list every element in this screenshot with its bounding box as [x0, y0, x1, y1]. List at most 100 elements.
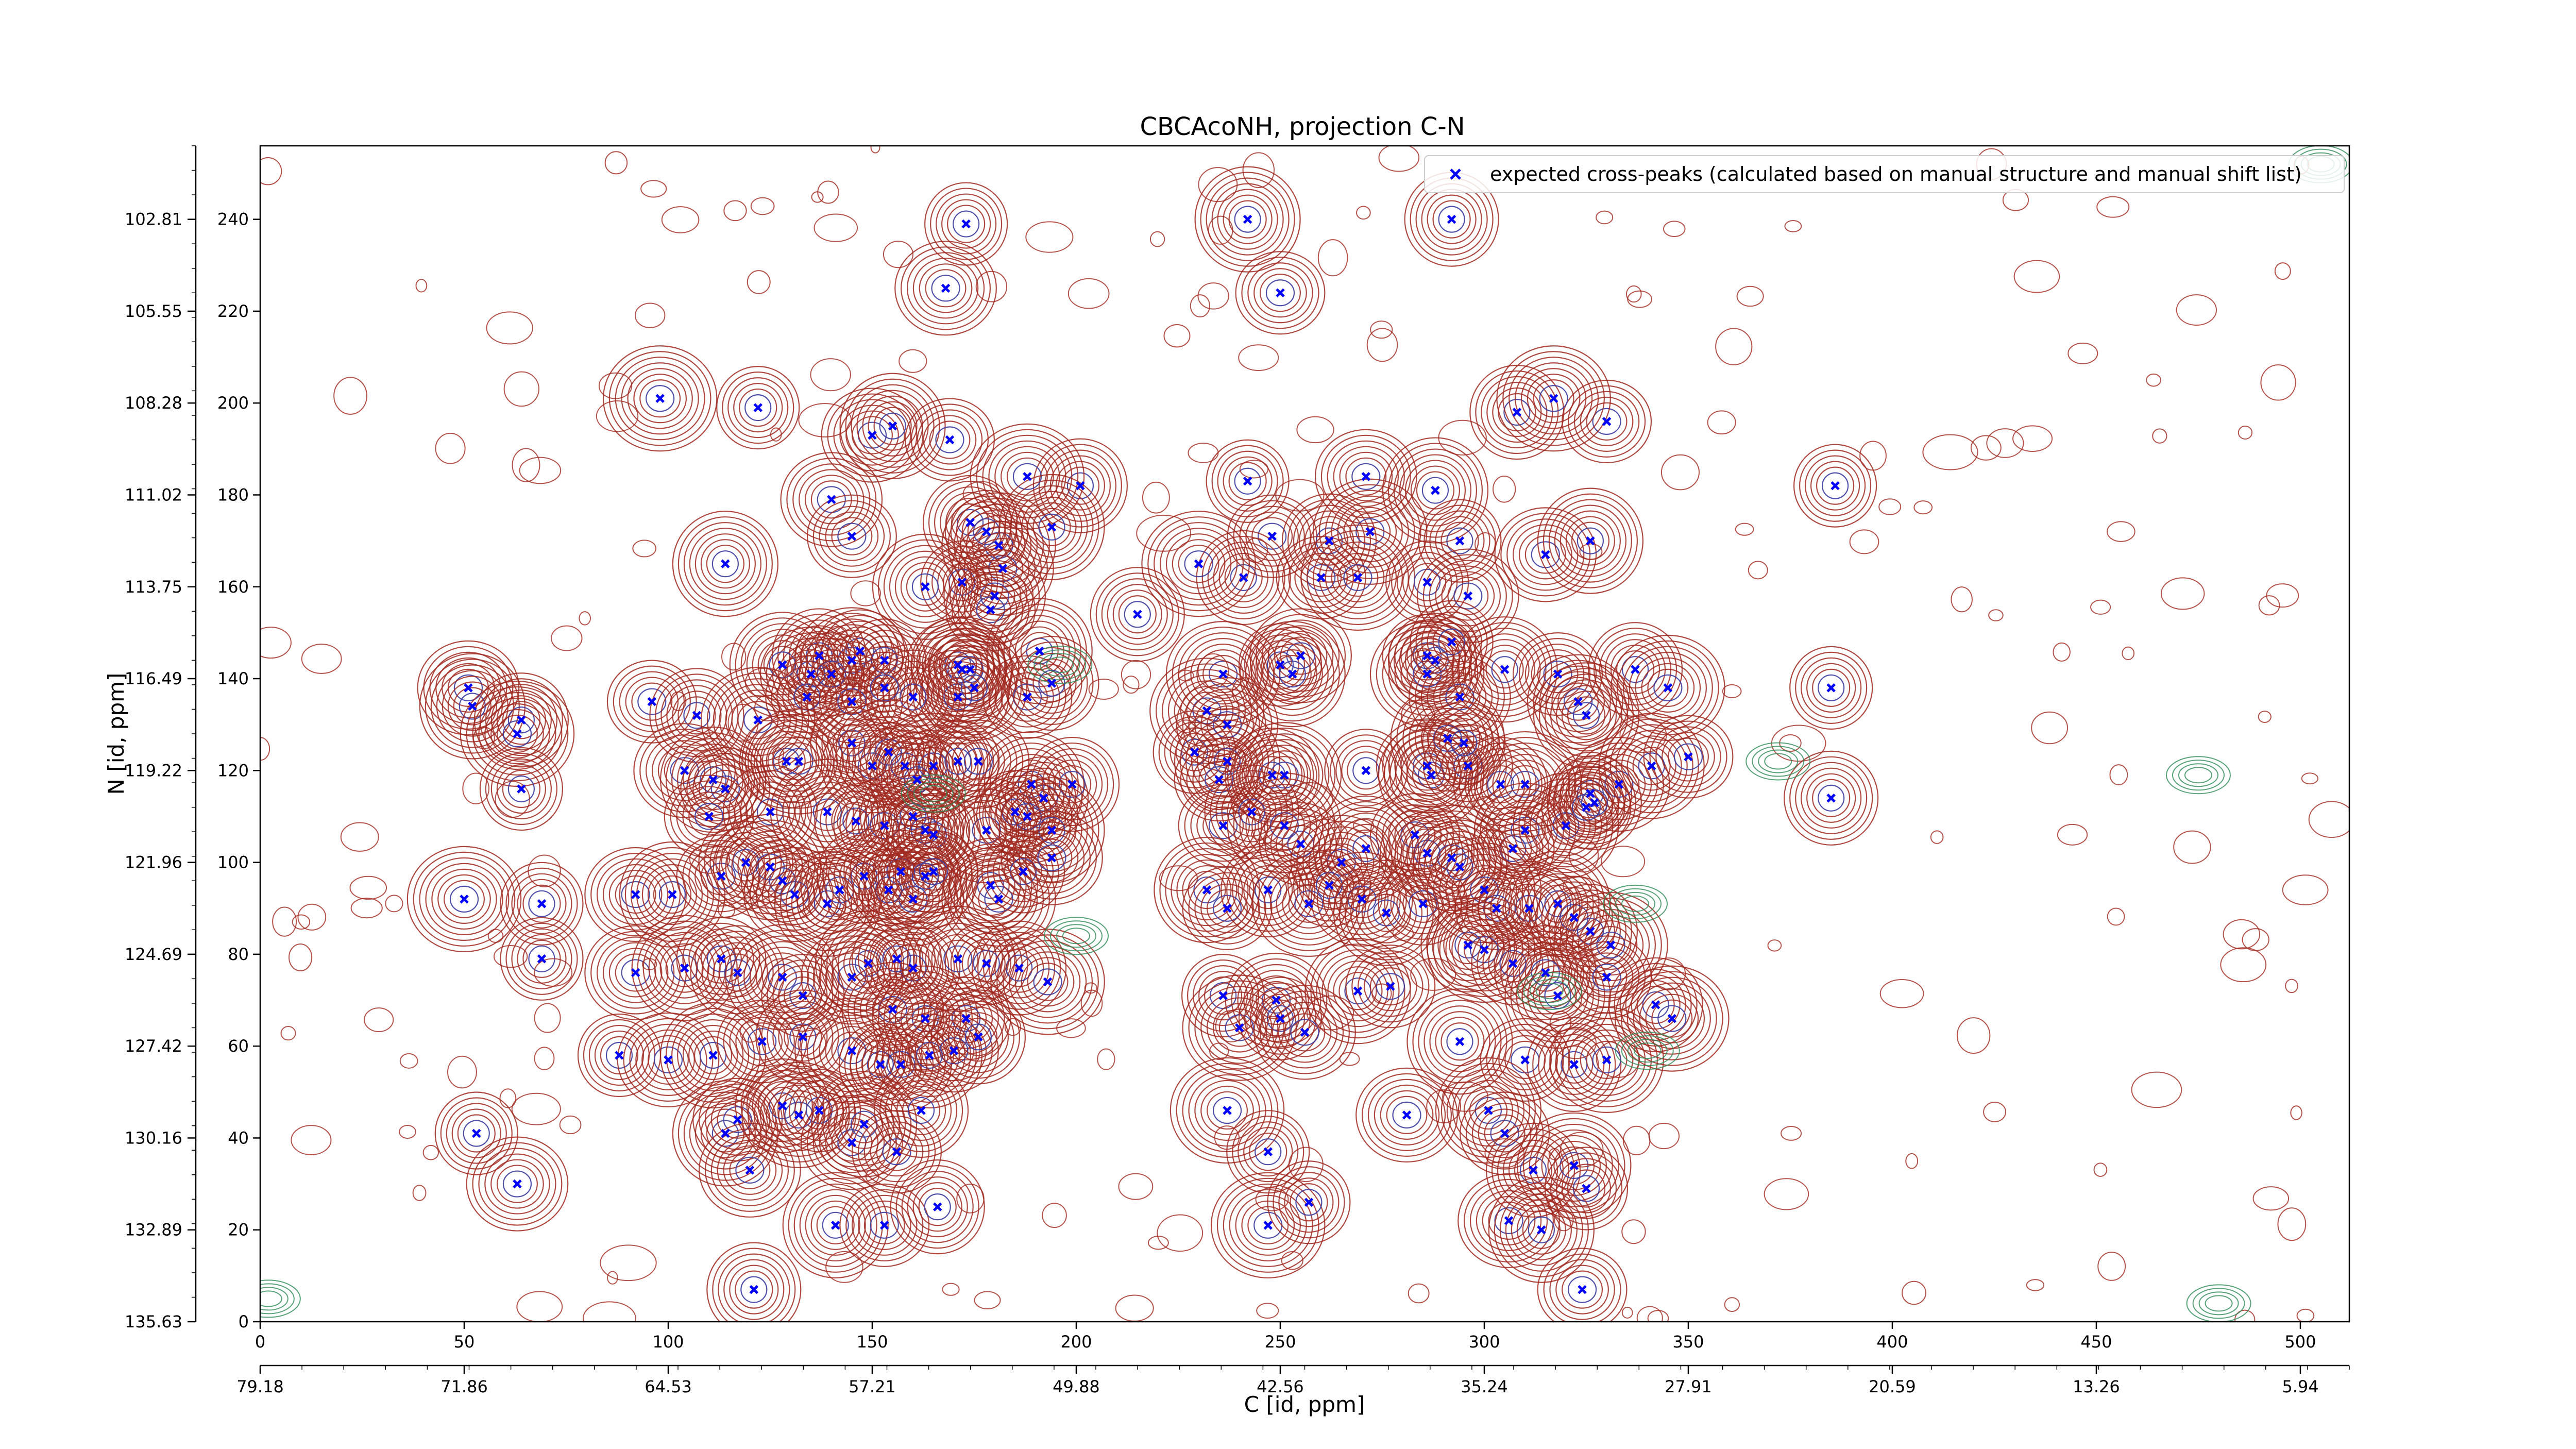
- contour-ring: [453, 674, 483, 701]
- noise-contour: [956, 1184, 985, 1214]
- noise-contour: [2308, 801, 2349, 838]
- contour-ring: [1580, 396, 1634, 446]
- noise-contour: [1621, 1219, 1646, 1244]
- contour-ring: [718, 953, 757, 992]
- cross-peak-marker: [721, 559, 730, 568]
- contour-ring: [922, 725, 994, 798]
- contour-ring: [1021, 496, 1082, 558]
- contour-ring: [1806, 773, 1856, 823]
- x2-tick-label: 5.94: [2282, 1377, 2318, 1396]
- contour-ring: [964, 1023, 992, 1051]
- cross-peak-marker: [1361, 766, 1371, 776]
- contour-ring: [794, 1085, 844, 1136]
- negative-contour: [1633, 1042, 1662, 1059]
- contour-ring: [806, 1008, 897, 1093]
- noise-contour: [534, 958, 573, 987]
- contour-ring: [1667, 737, 1709, 776]
- contour-ring: [1615, 730, 1688, 802]
- y-tick-label: 120: [217, 761, 249, 780]
- contour-ring: [1238, 1121, 1299, 1183]
- contour-ring: [597, 936, 675, 1009]
- noise-contour: [272, 906, 297, 937]
- contour-ring: [1261, 999, 1300, 1038]
- noise-contour: [2109, 764, 2128, 786]
- contour-ring: [1008, 946, 1087, 1018]
- negative-contour: [1033, 649, 1087, 681]
- cross-peak-marker: [1272, 996, 1281, 1005]
- cross-peak-marker: [1561, 821, 1571, 831]
- contour-ring: [459, 693, 486, 720]
- contour-ring: [1190, 644, 1256, 705]
- contour-ring: [1218, 1008, 1260, 1047]
- contour-ring: [1010, 485, 1094, 569]
- contour-ring: [929, 420, 971, 459]
- contour-ring: [1172, 539, 1226, 589]
- cross-peak-marker: [631, 968, 640, 978]
- cross-peak-marker: [815, 1106, 824, 1115]
- contour-ring: [700, 939, 742, 978]
- noise-contour: [2223, 919, 2261, 950]
- x-tick-label: 0: [255, 1332, 265, 1352]
- contour-ring: [457, 1114, 496, 1153]
- contour-ring: [500, 862, 584, 946]
- contour-ring: [1376, 799, 1454, 871]
- contour-ring: [431, 868, 497, 930]
- chart-title: CBCAcoNH, projection C-N: [1140, 112, 1465, 141]
- cross-peak-marker: [847, 1046, 857, 1055]
- noise-contour: [1176, 719, 1196, 733]
- contour-ring: [757, 856, 807, 906]
- contour-ring: [1477, 927, 1549, 1000]
- contour-ring: [425, 863, 503, 936]
- contour-ring: [901, 1171, 974, 1243]
- noise-contour: [814, 213, 858, 242]
- contour-ring: [1784, 750, 1879, 846]
- noise-contour: [634, 302, 666, 328]
- noise-contour: [1735, 523, 1754, 536]
- contour-ring: [974, 577, 1015, 615]
- contour-ring: [965, 811, 1007, 850]
- contour-ring: [1592, 408, 1621, 435]
- contour-ring: [1284, 1177, 1334, 1227]
- contour-ring: [682, 922, 760, 995]
- contour-ring: [1230, 733, 1314, 817]
- contour-ring: [894, 241, 997, 336]
- contour-ring: [833, 399, 911, 471]
- contour-ring: [859, 979, 926, 1040]
- contour-ring: [1415, 605, 1488, 678]
- contour-ring: [1549, 1259, 1615, 1320]
- contour-ring: [954, 849, 1027, 922]
- cross-peak-marker: [1218, 669, 1228, 679]
- contour-ring: [904, 398, 995, 482]
- noise-contour: [1619, 717, 1667, 753]
- negative-contour: [1621, 895, 1650, 912]
- contour-ring: [1527, 374, 1581, 424]
- cross-peak-marker: [1602, 417, 1612, 426]
- cross-peak-marker: [835, 885, 844, 895]
- negative-contour: [260, 1279, 301, 1318]
- cross-peak-marker: [1067, 780, 1077, 789]
- y-tick-label: 60: [228, 1036, 249, 1056]
- cross-peak-marker: [753, 715, 762, 725]
- contour-ring: [1428, 706, 1500, 779]
- contour-ring: [810, 1200, 860, 1250]
- cross-peak-marker: [1133, 610, 1142, 619]
- cross-peak-marker: [1443, 734, 1452, 743]
- contour-ring: [698, 815, 793, 910]
- cross-peak-marker: [1463, 591, 1473, 601]
- contour-ring: [1494, 925, 1597, 1020]
- contour-ring: [822, 1082, 906, 1166]
- contour-ring: [1251, 517, 1293, 555]
- contour-ring: [1571, 794, 1601, 821]
- noise-contour: [974, 1291, 1001, 1310]
- contour-ring: [1361, 1073, 1452, 1157]
- contour-ring: [1239, 784, 1330, 868]
- contour-ring: [653, 1046, 683, 1073]
- contour-ring: [1524, 535, 1566, 574]
- noise-contour: [1780, 1125, 1802, 1141]
- contour-ring: [906, 567, 945, 606]
- noise-contour: [772, 747, 785, 761]
- contour-ring: [1535, 881, 1613, 954]
- contour-ring: [425, 659, 520, 754]
- contour-ring: [883, 834, 968, 918]
- contour-ring: [490, 709, 544, 759]
